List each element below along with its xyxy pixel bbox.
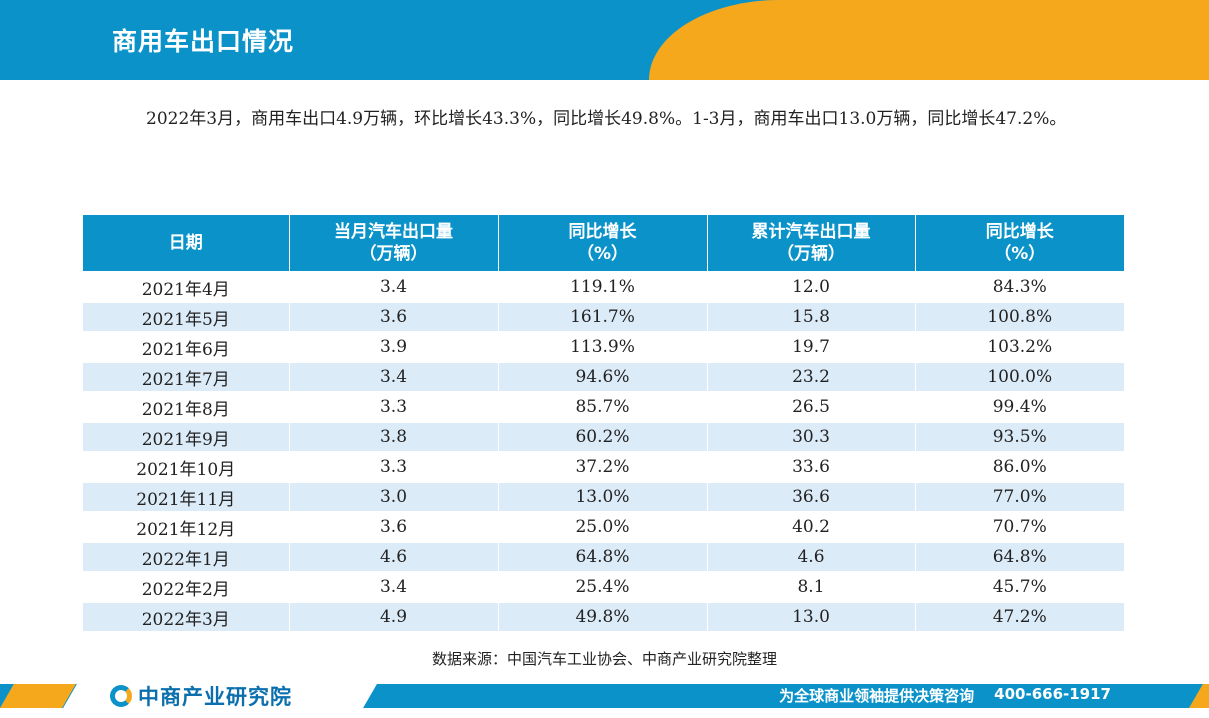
cell-monthly-yoy: 13.0% [497, 481, 707, 512]
table-row: 2021年11月 3.0 13.0% 36.6 77.0% [83, 481, 1124, 512]
header-monthly-yoy: 同比增长 （%） [497, 215, 707, 272]
cell-cumulative-exports: 40.2 [706, 511, 915, 542]
cell-cumulative-yoy: 93.5% [914, 421, 1124, 452]
cell-monthly-exports: 3.6 [288, 301, 498, 332]
header-cumulative-yoy-label: 同比增长 [985, 222, 1054, 242]
cell-cumulative-exports: 13.0 [706, 601, 915, 631]
header-monthly-yoy-unit: （%） [576, 244, 629, 264]
header-date: 日期 [83, 215, 289, 272]
cell-cumulative-yoy: 100.8% [914, 301, 1124, 332]
cell-cumulative-yoy: 77.0% [914, 481, 1124, 512]
cell-monthly-exports: 3.4 [288, 271, 498, 302]
cell-cumulative-exports: 8.1 [706, 571, 915, 602]
cell-cumulative-yoy: 47.2% [914, 601, 1124, 631]
table-row: 2021年10月 3.3 37.2% 33.6 86.0% [83, 451, 1124, 482]
header-cumulative-exports: 累计汽车出口量 （万辆） [706, 215, 915, 272]
cell-cumulative-yoy: 84.3% [914, 271, 1124, 302]
cell-date: 2021年8月 [83, 391, 289, 422]
cell-monthly-yoy: 25.0% [497, 511, 707, 542]
header-cumulative-exports-label: 累计汽车出口量 [751, 222, 871, 242]
header-monthly-exports-label: 当月汽车出口量 [334, 222, 453, 242]
cell-cumulative-exports: 4.6 [706, 541, 915, 572]
intro-paragraph: 2022年3月，商用车出口4.9万辆，环比增长43.3%，同比增长49.8%。1… [146, 109, 1067, 129]
data-source-note: 数据来源：中国汽车工业协会、中商产业研究院整理 [431, 650, 777, 668]
company-logo-icon [110, 685, 132, 707]
page-header: 商用车出口情况 [0, 0, 1209, 80]
cell-monthly-exports: 3.0 [288, 481, 498, 512]
cell-cumulative-yoy: 86.0% [914, 451, 1124, 482]
cell-monthly-yoy: 85.7% [497, 391, 707, 422]
header-monthly-yoy-label: 同比增长 [568, 222, 637, 242]
table-header-row: 日期 当月汽车出口量 （万辆） 同比增长 （%） 累计汽车出口量 （万辆） 同比… [83, 215, 1124, 272]
footer-contact: 为全球商业领袖提供决策咨询 400-666-1917 [779, 685, 1111, 706]
cell-monthly-yoy: 37.2% [497, 451, 707, 482]
table-row: 2021年9月 3.8 60.2% 30.3 93.5% [83, 421, 1124, 452]
cell-date: 2022年2月 [83, 571, 289, 602]
header-cumulative-exports-unit: （万辆） [777, 244, 845, 264]
cell-monthly-exports: 3.9 [288, 331, 498, 362]
cell-monthly-exports: 4.9 [288, 601, 498, 631]
cell-cumulative-yoy: 100.0% [914, 361, 1124, 392]
cell-cumulative-yoy: 70.7% [914, 511, 1124, 542]
header-monthly-exports: 当月汽车出口量 （万辆） [288, 215, 498, 272]
header-orange-swoosh [649, 0, 1209, 80]
table-row: 2021年8月 3.3 85.7% 26.5 99.4% [83, 391, 1124, 422]
cell-date: 2021年9月 [83, 421, 289, 452]
cell-date: 2022年3月 [83, 601, 289, 631]
cell-cumulative-exports: 36.6 [706, 481, 915, 512]
cell-cumulative-exports: 19.7 [706, 331, 915, 362]
page-title: 商用车出口情况 [112, 27, 295, 56]
cell-date: 2021年11月 [83, 481, 289, 512]
header-monthly-exports-unit: （万辆） [359, 244, 428, 264]
cell-monthly-yoy: 94.6% [497, 361, 707, 392]
cell-cumulative-yoy: 64.8% [914, 541, 1124, 572]
export-data-table: 日期 当月汽车出口量 （万辆） 同比增长 （%） 累计汽车出口量 （万辆） 同比… [83, 215, 1124, 631]
cell-monthly-exports: 3.3 [288, 391, 498, 422]
table-row: 2022年3月 4.9 49.8% 13.0 47.2% [83, 601, 1124, 631]
cell-cumulative-exports: 26.5 [706, 391, 915, 422]
cell-date: 2021年4月 [83, 271, 289, 302]
table-row: 2021年6月 3.9 113.9% 19.7 103.2% [83, 331, 1124, 362]
table-row: 2022年2月 3.4 25.4% 8.1 45.7% [83, 571, 1124, 602]
footer-phone: 400-666-1917 [994, 685, 1111, 703]
table-row: 2021年7月 3.4 94.6% 23.2 100.0% [83, 361, 1124, 392]
cell-date: 2021年6月 [83, 331, 289, 362]
cell-date: 2021年7月 [83, 361, 289, 392]
cell-cumulative-exports: 23.2 [706, 361, 915, 392]
cell-cumulative-exports: 33.6 [706, 451, 915, 482]
table-row: 2021年5月 3.6 161.7% 15.8 100.8% [83, 301, 1124, 332]
header-date-label: 日期 [168, 233, 203, 253]
cell-cumulative-exports: 15.8 [706, 301, 915, 332]
cell-monthly-yoy: 119.1% [497, 271, 707, 302]
cell-cumulative-yoy: 45.7% [914, 571, 1124, 602]
header-cumulative-yoy: 同比增长 （%） [914, 215, 1124, 272]
cell-cumulative-exports: 30.3 [706, 421, 915, 452]
table-row: 2021年4月 3.4 119.1% 12.0 84.3% [83, 271, 1124, 302]
cell-monthly-yoy: 161.7% [497, 301, 707, 332]
table-row: 2021年12月 3.6 25.0% 40.2 70.7% [83, 511, 1124, 542]
cell-date: 2022年1月 [83, 541, 289, 572]
cell-monthly-exports: 3.3 [288, 451, 498, 482]
cell-monthly-exports: 3.4 [288, 361, 498, 392]
cell-monthly-exports: 3.8 [288, 421, 498, 452]
cell-monthly-exports: 3.4 [288, 571, 498, 602]
footer-logo: 中商产业研究院 [110, 682, 292, 710]
cell-monthly-yoy: 25.4% [497, 571, 707, 602]
cell-date: 2021年10月 [83, 451, 289, 482]
cell-cumulative-exports: 12.0 [706, 271, 915, 302]
table-row: 2022年1月 4.6 64.8% 4.6 64.8% [83, 541, 1124, 572]
cell-monthly-exports: 3.6 [288, 511, 498, 542]
cell-date: 2021年5月 [83, 301, 289, 332]
footer-slogan-text: 为全球商业领袖提供决策咨询 [779, 687, 975, 705]
header-cumulative-yoy-unit: （%） [994, 244, 1046, 264]
cell-monthly-yoy: 113.9% [497, 331, 707, 362]
cell-monthly-yoy: 60.2% [497, 421, 707, 452]
cell-cumulative-yoy: 103.2% [914, 331, 1124, 362]
cell-date: 2021年12月 [83, 511, 289, 542]
cell-cumulative-yoy: 99.4% [914, 391, 1124, 422]
company-logo-text: 中商产业研究院 [138, 685, 292, 709]
cell-monthly-yoy: 49.8% [497, 601, 707, 631]
cell-monthly-yoy: 64.8% [497, 541, 707, 572]
cell-monthly-exports: 4.6 [288, 541, 498, 572]
